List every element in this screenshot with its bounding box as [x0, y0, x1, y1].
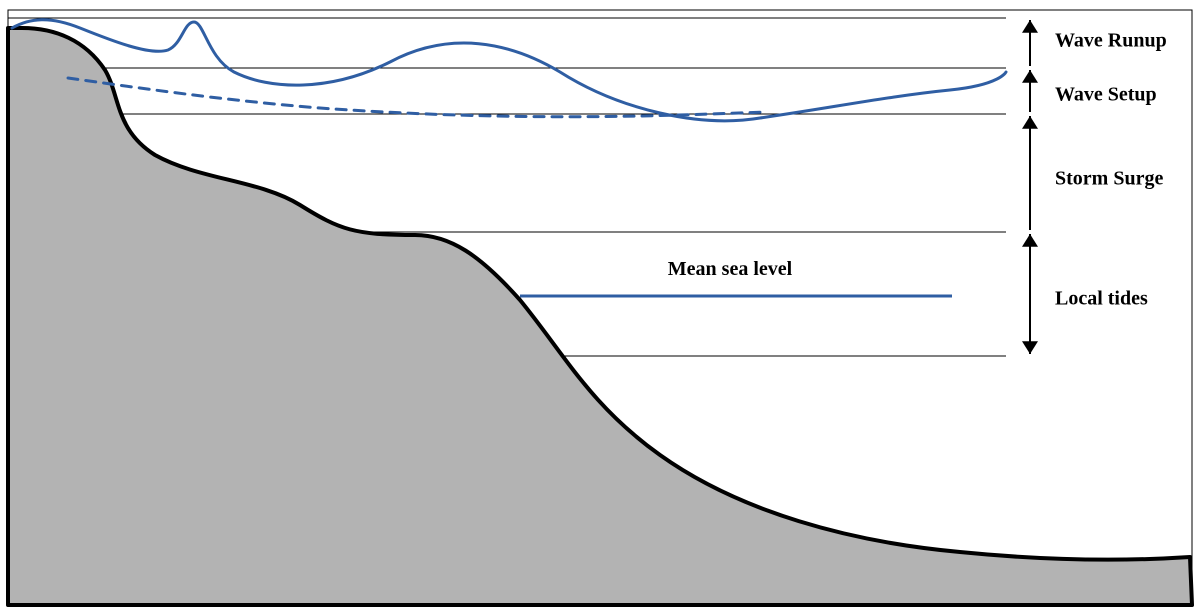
arrow-head-up-tides — [1022, 234, 1038, 247]
label-tides: Local tides — [1055, 288, 1148, 310]
label-runup: Wave Runup — [1055, 30, 1167, 52]
arrow-head-up-runup — [1022, 20, 1038, 33]
arrow-head-up-surge — [1022, 116, 1038, 129]
mean-sea-level-label: Mean sea level — [668, 258, 793, 280]
arrow-head-up-setup — [1022, 70, 1038, 83]
label-surge: Storm Surge — [1055, 168, 1163, 190]
arrow-head-down-tides — [1022, 341, 1038, 354]
seabed-profile — [8, 28, 1192, 605]
wave-surface-curve — [12, 20, 1006, 121]
wave-setup-curve — [68, 78, 765, 117]
label-setup: Wave Setup — [1055, 84, 1157, 106]
